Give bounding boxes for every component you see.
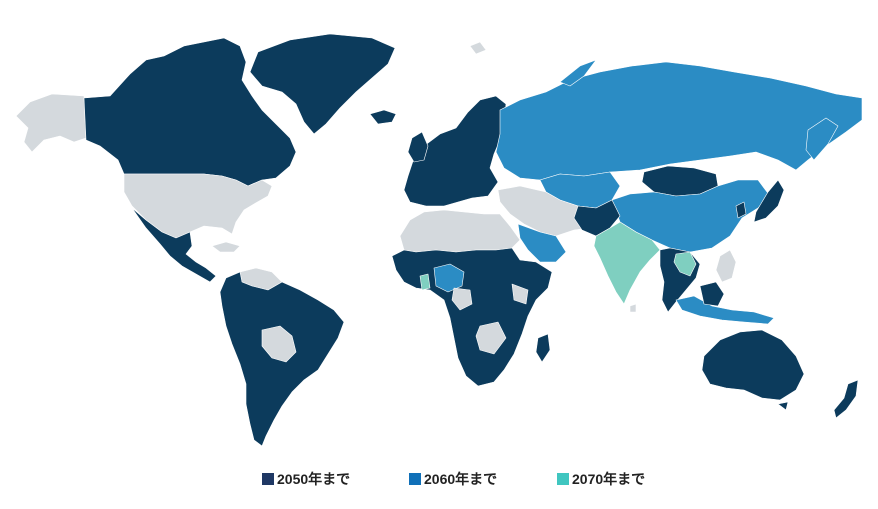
region-korea — [735, 201, 747, 219]
legend-label-2060: 2060年まで — [424, 471, 498, 487]
region-japan — [753, 179, 785, 223]
region-greenland — [249, 33, 396, 135]
region-nigeria — [433, 263, 465, 293]
legend-item-2060: 2060年まで — [409, 466, 497, 492]
region-vietnam — [673, 251, 697, 277]
region-south-central-africa — [475, 321, 507, 355]
region-novaya-zemlya — [559, 59, 597, 87]
region-svalbard — [469, 41, 487, 55]
region-australia — [701, 329, 805, 401]
region-madagascar — [535, 333, 551, 363]
region-india — [593, 221, 661, 305]
region-africa — [391, 247, 553, 387]
region-philippines — [715, 249, 737, 283]
region-kamchatka — [805, 117, 839, 161]
world-map-svg — [15, 33, 863, 447]
legend-item-2050: 2050年まで — [262, 466, 350, 492]
region-russia — [495, 61, 863, 181]
region-north-africa — [399, 209, 521, 253]
legend-item-2070: 2070年まで — [557, 466, 645, 492]
region-bolivia — [261, 325, 297, 363]
region-central-africa — [451, 287, 473, 311]
region-caribbean — [211, 241, 241, 253]
region-sri-lanka — [629, 303, 637, 313]
region-horn-africa — [511, 283, 529, 305]
region-iceland — [369, 109, 397, 125]
region-uk — [407, 131, 429, 163]
region-saudi-arabia — [517, 223, 567, 263]
legend: 2050年まで 2060年まで 2070年まで — [0, 466, 878, 492]
legend-swatch-2060 — [409, 473, 421, 485]
world-map — [15, 33, 863, 447]
legend-label-2050: 2050年まで — [277, 471, 351, 487]
region-new-zealand — [833, 379, 859, 419]
legend-label-2070: 2070年まで — [572, 471, 646, 487]
region-alaska — [15, 93, 87, 153]
region-mexico — [131, 207, 217, 283]
legend-swatch-2050 — [262, 473, 274, 485]
region-tasmania — [777, 401, 789, 411]
region-indonesia — [675, 295, 775, 325]
region-ghana — [419, 273, 431, 291]
region-borneo — [699, 281, 725, 307]
legend-swatch-2070 — [557, 473, 569, 485]
